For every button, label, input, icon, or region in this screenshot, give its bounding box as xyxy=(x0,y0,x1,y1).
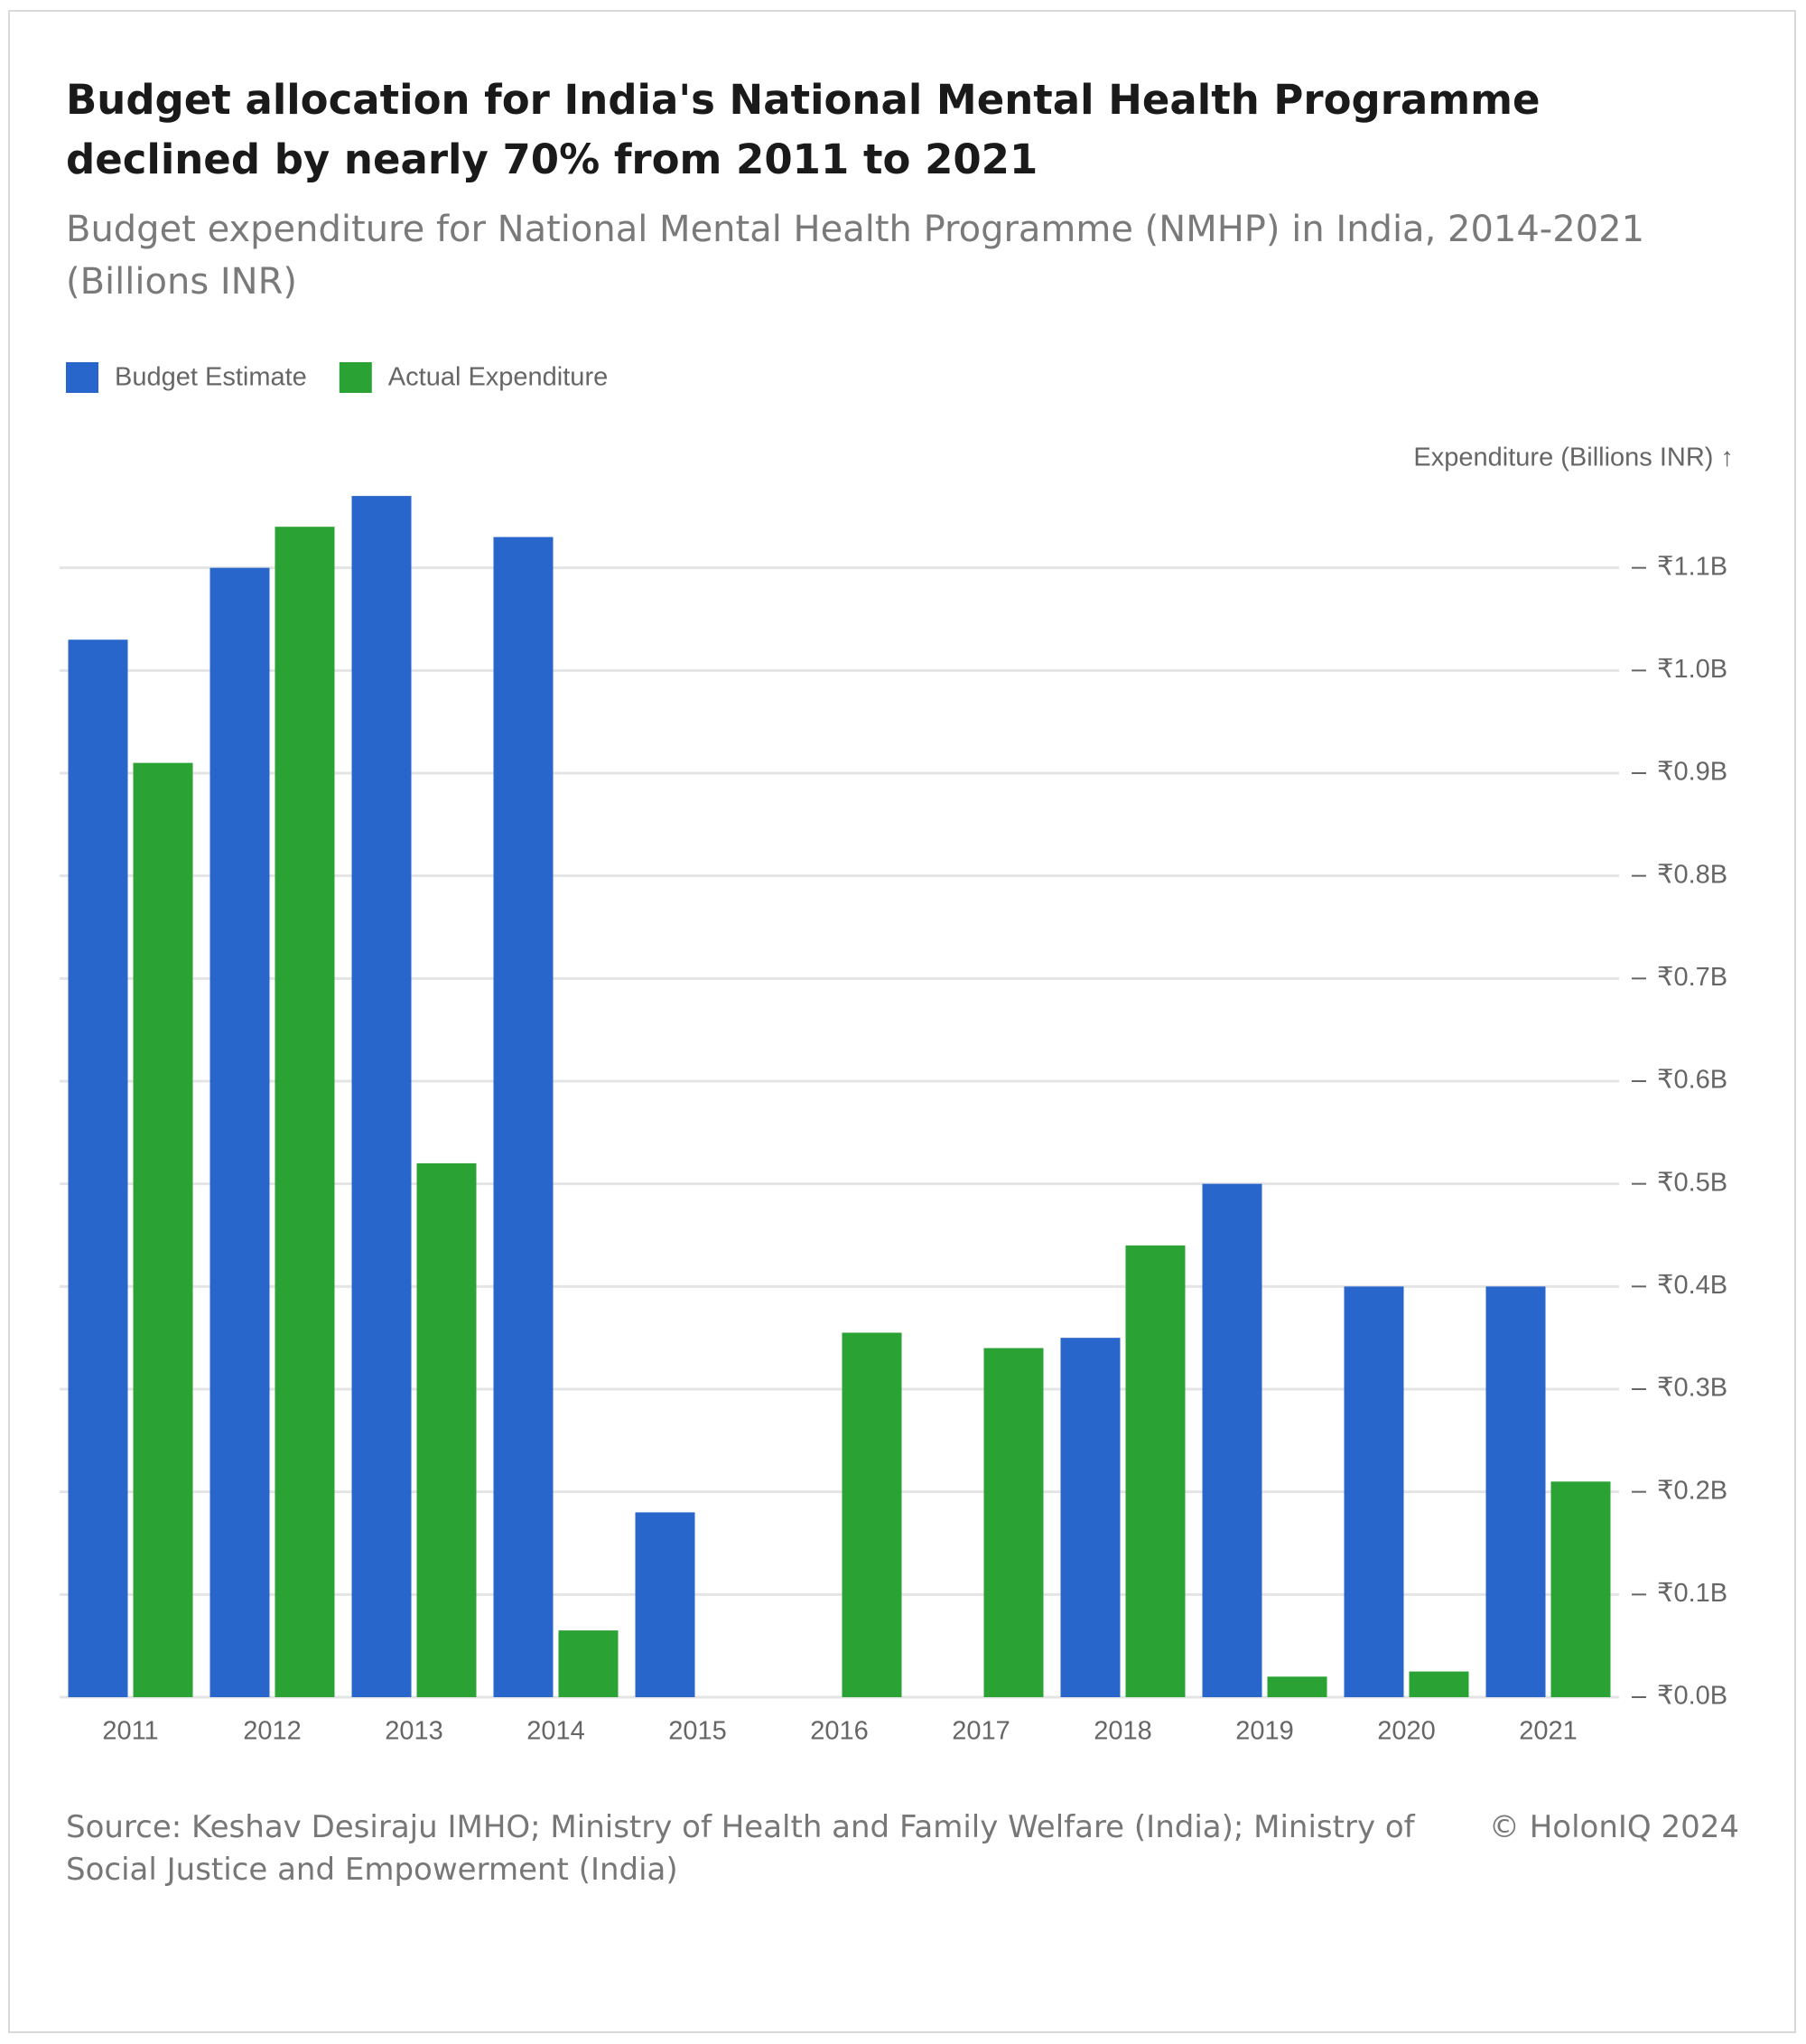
bar xyxy=(842,1332,902,1697)
bar xyxy=(1485,1286,1546,1697)
credit: © HolonIQ 2024 xyxy=(1488,1809,1739,1845)
y-tick-label: ₹0.7B xyxy=(1657,963,1727,992)
x-tick-label: 2012 xyxy=(243,1717,302,1746)
bar xyxy=(1267,1676,1327,1697)
y-tick-label: ₹0.4B xyxy=(1657,1271,1727,1300)
x-tick-label: 2013 xyxy=(385,1717,443,1746)
bar xyxy=(1125,1245,1186,1697)
y-tick-label: ₹0.5B xyxy=(1657,1168,1727,1197)
chart-subtitle: Budget expenditure for National Mental H… xyxy=(66,209,1645,303)
bar xyxy=(1409,1671,1469,1697)
y-tick-label: ₹1.1B xyxy=(1657,552,1727,581)
bar xyxy=(1060,1338,1121,1697)
legend-label: Budget Estimate xyxy=(115,363,307,392)
bar xyxy=(133,762,193,1698)
x-tick-label: 2021 xyxy=(1519,1717,1578,1746)
source: Source: Keshav Desiraju IMHO; Ministry o… xyxy=(66,1809,1415,1888)
legend-swatch xyxy=(339,362,372,393)
x-tick-label: 2020 xyxy=(1377,1717,1436,1746)
x-tick-label: 2016 xyxy=(810,1717,869,1746)
bar xyxy=(209,567,270,1697)
bar xyxy=(68,639,128,1697)
y-tick-label: ₹0.0B xyxy=(1657,1682,1727,1711)
bar xyxy=(983,1348,1044,1697)
y-axis-label: Expenditure (Billions INR) ↑ xyxy=(1413,443,1734,472)
bar xyxy=(275,527,335,1698)
bar xyxy=(558,1630,619,1697)
legend-label: Actual Expenditure xyxy=(388,363,608,392)
y-tick-label: ₹0.3B xyxy=(1657,1374,1727,1403)
bar xyxy=(635,1512,695,1697)
legend-swatch xyxy=(66,362,98,393)
bar xyxy=(416,1162,477,1697)
x-tick-label: 2018 xyxy=(1094,1717,1152,1746)
x-tick-label: 2017 xyxy=(952,1717,1010,1746)
bar xyxy=(493,537,554,1697)
y-tick-label: ₹0.1B xyxy=(1657,1579,1727,1608)
frame xyxy=(8,10,1796,2033)
bar xyxy=(1550,1481,1611,1697)
x-tick-label: 2019 xyxy=(1235,1717,1294,1746)
chart-title: Budget allocation for India's National M… xyxy=(66,76,1541,183)
bar xyxy=(1202,1183,1262,1697)
bar xyxy=(351,496,412,1697)
y-tick-label: ₹0.9B xyxy=(1657,758,1727,787)
x-tick-label: 2011 xyxy=(102,1717,158,1746)
y-tick-label: ₹0.2B xyxy=(1657,1476,1727,1505)
bar xyxy=(1344,1286,1404,1697)
y-tick-label: ₹0.8B xyxy=(1657,860,1727,889)
y-tick-label: ₹1.0B xyxy=(1657,655,1727,684)
x-tick-label: 2015 xyxy=(668,1717,727,1746)
y-tick-label: ₹0.6B xyxy=(1657,1066,1727,1095)
x-tick-label: 2014 xyxy=(526,1717,585,1746)
